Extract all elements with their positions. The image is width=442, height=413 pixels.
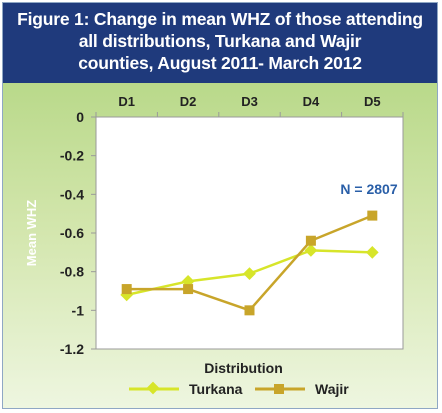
legend-label-wajir: Wajir <box>315 381 349 397</box>
data-point-wajir <box>183 284 194 295</box>
title-line-1: Figure 1: Change in mean WHZ of those at… <box>17 9 423 29</box>
data-point-wajir <box>121 284 132 295</box>
x-tick-label: D4 <box>303 94 320 109</box>
x-tick-label: D1 <box>118 94 135 109</box>
data-point-turkana <box>365 245 379 259</box>
chart-panel: D1 D2 D3 D4 D5 0 -0.2 -0.4 -0.6 -0.8 -1 -1.2 Mean WH… <box>3 83 437 408</box>
y-tick-label: -0.6 <box>60 225 84 241</box>
title-line-2: all distributions, Turkana and Wajir <box>78 31 362 51</box>
legend-label-turkana: Turkana <box>189 381 243 397</box>
y-axis-title: Mean WHZ <box>24 200 39 267</box>
figure-header: Figure 1: Change in mean WHZ of those at… <box>3 3 437 83</box>
data-point-wajir <box>244 305 255 316</box>
data-point-turkana <box>243 267 256 280</box>
sample-size-annotation: N = 2807 <box>340 181 397 197</box>
x-axis-title: Distribution <box>204 360 283 376</box>
figure-frame: Figure 1: Change in mean WHZ of those at… <box>2 2 438 409</box>
legend: Turkana Wajir <box>3 377 437 401</box>
y-tick-label: -1 <box>72 302 85 318</box>
y-tick-label: -1.2 <box>60 341 84 357</box>
x-tick-label: D5 <box>364 94 381 109</box>
title-line-3: counties, August 2011- March 2012 <box>78 53 362 73</box>
legend-swatch-turkana <box>129 381 179 395</box>
y-tick-label: -0.8 <box>60 264 84 280</box>
line-chart: D1 D2 D3 D4 D5 0 -0.2 -0.4 -0.6 -0.8 -1 -1.2 Mean WH… <box>24 94 404 376</box>
data-point-wajir <box>305 235 316 246</box>
x-tick-label: D2 <box>180 94 197 109</box>
y-tick-label: -0.4 <box>60 186 84 202</box>
data-point-wajir <box>367 210 378 221</box>
x-tick-label: D3 <box>241 94 258 109</box>
y-tick-label: 0 <box>76 109 84 125</box>
data-point-turkana <box>304 244 318 257</box>
y-tick-label: -0.2 <box>60 148 84 164</box>
legend-swatch-wajir <box>255 384 305 394</box>
